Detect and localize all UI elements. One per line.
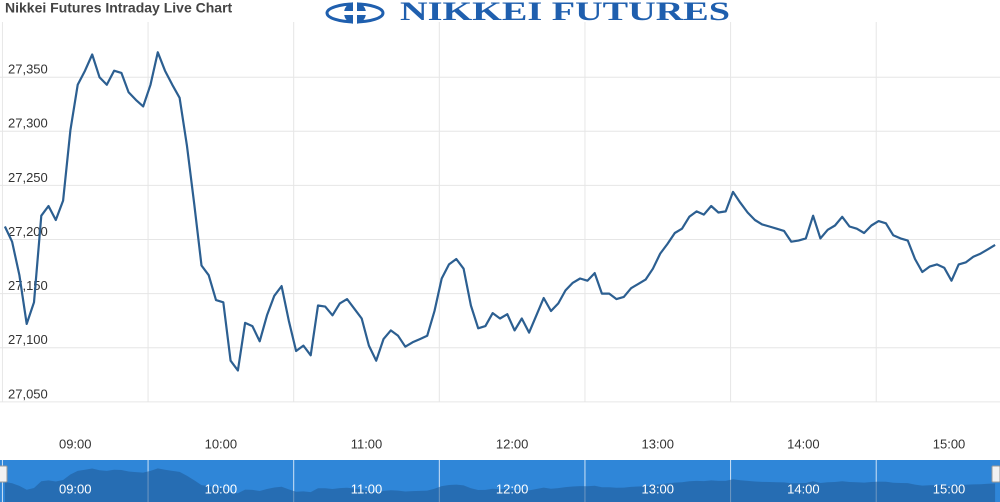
logo-text: NIKKEI FUTURES	[400, 0, 730, 26]
x-tick-label: 12:00	[496, 436, 529, 451]
navigator-label: 14:00	[787, 481, 820, 496]
navigator-area	[4, 468, 996, 502]
navigator-label: 11:00	[351, 481, 383, 496]
y-tick-label: 27,100	[8, 332, 48, 347]
price-line	[3, 51, 996, 372]
x-tick-label: 11:00	[351, 436, 383, 451]
y-tick-label: 27,150	[8, 278, 48, 293]
x-tick-label: 15:00	[933, 436, 966, 451]
navigator-label: 10:00	[205, 481, 238, 496]
navigator-label: 15:00	[933, 481, 966, 496]
x-tick-label: 13:00	[641, 436, 674, 451]
navigator-handle	[991, 465, 1000, 483]
x-tick-label: 09:00	[59, 436, 92, 451]
y-tick-label: 27,350	[8, 62, 48, 77]
chart-title: Nikkei Futures Intraday Live Chart	[5, 0, 233, 16]
x-tick-label: 14:00	[787, 436, 820, 451]
y-tick-label: 27,200	[8, 224, 48, 239]
navigator-label: 13:00	[641, 481, 674, 496]
y-tick-label: 27,050	[8, 386, 48, 401]
y-tick-label: 27,300	[8, 116, 48, 131]
navigator-handle	[0, 465, 8, 483]
y-tick-label: 27,250	[8, 170, 48, 185]
logo-icon	[325, 2, 385, 24]
navigator-label: 12:00	[496, 481, 529, 496]
x-tick-label: 10:00	[205, 436, 238, 451]
navigator-label: 09:00	[59, 481, 92, 496]
